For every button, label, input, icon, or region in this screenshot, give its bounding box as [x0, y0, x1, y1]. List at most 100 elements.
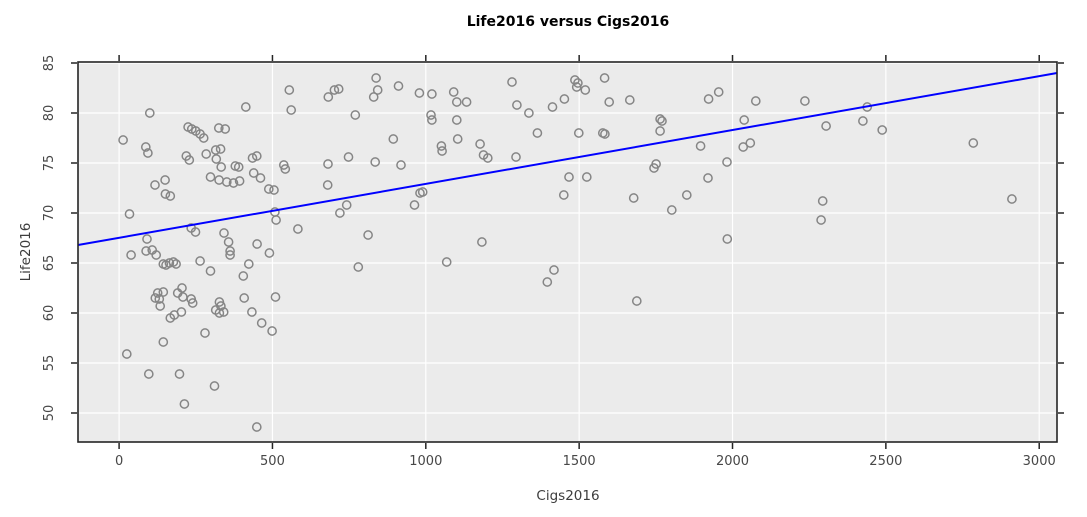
data-point	[817, 196, 828, 206]
data-point	[211, 154, 222, 164]
y-tick-label: 70	[42, 205, 57, 222]
data-point	[322, 180, 333, 190]
data-point	[559, 94, 570, 104]
data-point	[968, 138, 979, 148]
data-point	[225, 246, 235, 256]
data-point	[532, 128, 543, 138]
data-point	[722, 157, 732, 167]
data-point	[144, 108, 155, 118]
data-point	[547, 102, 558, 112]
y-axis-label: Life2016	[18, 223, 34, 282]
data-point	[233, 162, 244, 172]
data-point	[816, 215, 826, 225]
data-point	[877, 125, 888, 135]
data-point	[200, 328, 210, 338]
data-point	[168, 257, 179, 267]
data-point	[580, 85, 591, 95]
data-point	[154, 294, 165, 304]
data-point	[158, 337, 169, 347]
data-point	[126, 250, 136, 260]
data-point	[190, 227, 201, 237]
data-point	[542, 277, 553, 287]
y-tick-label: 75	[42, 155, 57, 172]
data-point	[269, 185, 279, 195]
data-point	[800, 96, 810, 106]
data-point	[143, 369, 154, 379]
data-point	[750, 96, 761, 106]
x-tick-label: 0	[115, 454, 123, 469]
data-point	[184, 155, 195, 165]
y-tick-label: 65	[42, 255, 57, 272]
data-point	[451, 97, 462, 107]
data-point	[171, 259, 181, 269]
data-point	[651, 159, 661, 169]
data-point	[739, 115, 750, 125]
data-point	[441, 257, 452, 267]
x-axis-label: Cigs2016	[536, 488, 599, 504]
data-point	[655, 126, 665, 136]
data-point	[201, 149, 212, 159]
data-point	[657, 116, 667, 126]
data-point	[353, 262, 364, 272]
data-point	[216, 162, 227, 172]
data-point	[549, 265, 559, 275]
data-point	[209, 381, 220, 391]
data-point	[243, 259, 254, 269]
data-point	[624, 95, 635, 105]
data-point	[475, 139, 485, 149]
data-point	[631, 296, 642, 306]
data-point	[286, 105, 297, 115]
data-point	[251, 422, 262, 432]
data-point	[448, 87, 459, 97]
data-point	[151, 250, 162, 260]
data-point	[152, 288, 163, 298]
data-point	[333, 84, 344, 94]
grid-layer	[78, 62, 1057, 442]
x-tick-label: 2500	[869, 454, 902, 469]
data-point	[150, 180, 160, 190]
data-point	[255, 173, 266, 183]
data-point	[234, 176, 245, 186]
data-point	[821, 121, 831, 131]
data-point	[738, 142, 749, 152]
axis-layer: 0 500 1000 1500 2000 2500 3000 50 55 60 65 70 75 80 85	[42, 55, 1064, 469]
y-tick-label: 60	[42, 305, 57, 322]
data-point	[270, 292, 281, 302]
data-point	[666, 205, 677, 215]
y-tick-label: 80	[42, 105, 57, 122]
y-tick-label: 85	[42, 55, 57, 72]
data-point	[284, 85, 295, 95]
data-point	[335, 208, 345, 218]
data-point	[507, 77, 517, 87]
data-point	[695, 141, 706, 151]
data-point	[436, 141, 447, 151]
data-point	[205, 172, 216, 182]
data-point	[176, 307, 187, 317]
data-point	[703, 173, 713, 183]
data-point	[239, 293, 250, 303]
x-tick-label: 3000	[1023, 454, 1056, 469]
data-point	[655, 114, 665, 124]
data-point	[452, 134, 463, 144]
data-point	[451, 115, 462, 125]
data-point	[164, 258, 175, 268]
data-point	[558, 190, 569, 200]
data-point	[571, 82, 582, 92]
data-point	[409, 200, 420, 210]
data-point	[228, 178, 239, 188]
data-point	[713, 87, 724, 97]
data-point	[263, 184, 274, 194]
data-point	[371, 73, 381, 83]
data-point	[628, 193, 639, 203]
x-tick-label: 500	[260, 454, 285, 469]
data-point	[174, 369, 185, 379]
data-point	[372, 85, 383, 95]
data-point	[240, 102, 251, 112]
data-point	[140, 142, 151, 152]
data-point	[600, 129, 610, 139]
data-point	[177, 283, 187, 293]
data-point	[414, 88, 425, 98]
x-tick-label: 1500	[563, 454, 596, 469]
data-point	[210, 145, 221, 155]
